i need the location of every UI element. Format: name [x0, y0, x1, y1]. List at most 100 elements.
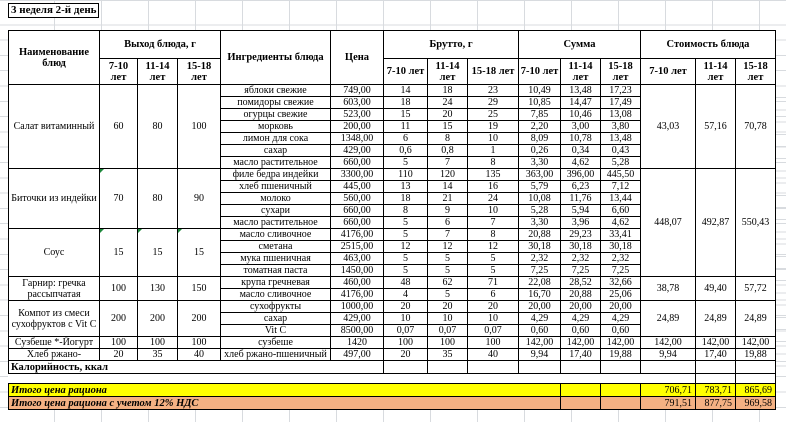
gross-weight-cell[interactable]: 9: [427, 204, 468, 217]
sum-cell[interactable]: 4,29: [518, 312, 561, 325]
ingredient-name-cell[interactable]: крупа гречневая: [220, 276, 331, 289]
sum-cell[interactable]: 20,00: [560, 300, 601, 313]
gross-weight-cell[interactable]: 14: [383, 84, 428, 97]
empty-cell[interactable]: [467, 360, 519, 374]
sum-cell[interactable]: 17,23: [600, 84, 641, 97]
gross-weight-cell[interactable]: 40: [467, 348, 519, 361]
age-group-header[interactable]: 15-18 лет: [600, 58, 641, 85]
output-cell[interactable]: 100: [177, 84, 221, 169]
sum-cell[interactable]: 13,48: [600, 132, 641, 145]
sum-cell[interactable]: 0,34: [560, 144, 601, 157]
sum-cell[interactable]: 25,06: [600, 288, 641, 301]
dish-cost-cell[interactable]: 142,00: [640, 336, 696, 349]
gross-weight-cell[interactable]: 5: [467, 264, 519, 277]
output-cell[interactable]: 40: [177, 348, 221, 361]
dish-cost-cell[interactable]: 19,88: [735, 348, 776, 361]
sum-cell[interactable]: 6,60: [600, 204, 641, 217]
ingredient-name-cell[interactable]: сузбеше: [220, 336, 331, 349]
gross-weight-cell[interactable]: 0,6: [383, 144, 428, 157]
total-value-cell[interactable]: 969,58: [735, 396, 776, 410]
dish-cost-cell[interactable]: 24,89: [735, 300, 776, 337]
sum-cell[interactable]: 13,48: [560, 84, 601, 97]
price-cell[interactable]: 523,00: [330, 108, 384, 121]
sum-cell[interactable]: 445,50: [600, 168, 641, 181]
sum-cell[interactable]: 4,29: [560, 312, 601, 325]
sum-cell[interactable]: 0,60: [518, 324, 561, 337]
gross-weight-cell[interactable]: 100: [383, 336, 428, 349]
gross-weight-cell[interactable]: 24: [427, 96, 468, 109]
dish-cost-cell[interactable]: 43,03: [640, 84, 696, 169]
price-cell[interactable]: 660,00: [330, 204, 384, 217]
dish-cost-cell[interactable]: 24,89: [695, 300, 736, 337]
age-group-header[interactable]: 7-10 лет: [99, 58, 138, 85]
sum-cell[interactable]: 3,96: [560, 216, 601, 229]
ingredient-name-cell[interactable]: сахар: [220, 144, 331, 157]
gross-weight-cell[interactable]: 6: [383, 132, 428, 145]
dish-name-cell[interactable]: Соус: [8, 228, 100, 277]
age-group-header[interactable]: 15-18 лет: [467, 58, 519, 85]
price-cell[interactable]: 445,00: [330, 180, 384, 193]
dish-cost-cell[interactable]: 492,87: [695, 168, 736, 277]
age-group-header[interactable]: 11-14 лет: [137, 58, 178, 85]
price-cell[interactable]: 4176,00: [330, 228, 384, 241]
price-cell[interactable]: 429,00: [330, 144, 384, 157]
total-value-cell[interactable]: 865,69: [735, 383, 776, 397]
output-cell[interactable]: 200: [137, 300, 178, 337]
ingredient-name-cell[interactable]: масло растительное: [220, 216, 331, 229]
output-cell[interactable]: 150: [177, 276, 221, 301]
empty-cell[interactable]: [518, 360, 561, 374]
column-header-dish-name[interactable]: Наименование блюд: [8, 30, 100, 85]
gross-weight-cell[interactable]: 8: [467, 228, 519, 241]
price-cell[interactable]: 660,00: [330, 156, 384, 169]
sum-cell[interactable]: 20,88: [560, 288, 601, 301]
dish-name-cell[interactable]: Биточки из индейки: [8, 168, 100, 229]
gross-weight-cell[interactable]: 10: [467, 204, 519, 217]
price-cell[interactable]: 1450,00: [330, 264, 384, 277]
sum-cell[interactable]: 4,62: [560, 156, 601, 169]
gross-weight-cell[interactable]: 1: [467, 144, 519, 157]
ingredient-name-cell[interactable]: хлеб ржано-пшеничный: [220, 348, 331, 361]
sum-cell[interactable]: 2,32: [600, 252, 641, 265]
output-cell[interactable]: 20: [99, 348, 138, 361]
sum-cell[interactable]: 19,88: [600, 348, 641, 361]
dish-cost-cell[interactable]: 49,40: [695, 276, 736, 301]
price-cell[interactable]: 1420: [330, 336, 384, 349]
sum-cell[interactable]: 10,49: [518, 84, 561, 97]
gross-weight-cell[interactable]: 18: [383, 96, 428, 109]
sum-cell[interactable]: 3,80: [600, 120, 641, 133]
sum-cell[interactable]: 10,08: [518, 192, 561, 205]
ingredient-name-cell[interactable]: молоко: [220, 192, 331, 205]
empty-cell[interactable]: [735, 360, 776, 374]
ingredient-name-cell[interactable]: масло сливочное: [220, 288, 331, 301]
price-cell[interactable]: 660,00: [330, 216, 384, 229]
sum-cell[interactable]: 9,94: [518, 348, 561, 361]
sum-cell[interactable]: 20,00: [600, 300, 641, 313]
output-cell[interactable]: 200: [177, 300, 221, 337]
gross-weight-cell[interactable]: 100: [427, 336, 468, 349]
gross-weight-cell[interactable]: 120: [427, 168, 468, 181]
empty-cell[interactable]: [427, 360, 468, 374]
column-header-sum[interactable]: Сумма: [518, 30, 641, 59]
empty-cell[interactable]: [735, 373, 776, 384]
column-header-ingredients[interactable]: Ингредиенты блюда: [220, 30, 331, 85]
ingredient-name-cell[interactable]: Vit C: [220, 324, 331, 337]
output-cell[interactable]: 100: [99, 336, 138, 349]
sum-cell[interactable]: 30,18: [518, 240, 561, 253]
dish-name-cell[interactable]: Салат витаминный: [8, 84, 100, 169]
output-cell[interactable]: 130: [137, 276, 178, 301]
sum-cell[interactable]: 2,32: [518, 252, 561, 265]
sum-cell[interactable]: 3,30: [518, 216, 561, 229]
price-cell[interactable]: 1348,00: [330, 132, 384, 145]
output-cell[interactable]: 200: [99, 300, 138, 337]
gross-weight-cell[interactable]: 15: [383, 108, 428, 121]
sum-cell[interactable]: 7,85: [518, 108, 561, 121]
age-group-header[interactable]: 15-18 лет: [177, 58, 221, 85]
total-row-label[interactable]: Итого цена рациона с учетом 12% НДС: [8, 396, 561, 410]
gross-weight-cell[interactable]: 20: [467, 300, 519, 313]
output-cell[interactable]: 60: [99, 84, 138, 169]
output-cell[interactable]: 70: [99, 168, 138, 229]
gross-weight-cell[interactable]: 29: [467, 96, 519, 109]
price-cell[interactable]: 2515,00: [330, 240, 384, 253]
sum-cell[interactable]: 7,25: [560, 264, 601, 277]
gross-weight-cell[interactable]: 35: [427, 348, 468, 361]
